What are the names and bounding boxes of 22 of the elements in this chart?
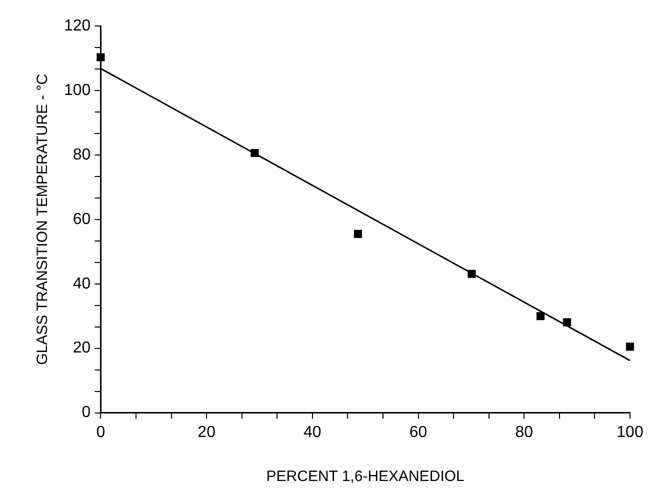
y-tick-label: 40 — [72, 275, 91, 292]
point — [96, 53, 105, 62]
y-tick-label: 120 — [64, 17, 91, 34]
x-tick-label: 80 — [515, 424, 534, 441]
point — [468, 270, 476, 278]
point — [626, 342, 634, 351]
x-tick-label: 0 — [96, 424, 106, 441]
x-tick-label: 40 — [304, 424, 322, 441]
y-tick-label: 0 — [82, 404, 91, 422]
y-tick-label: 60 — [72, 210, 91, 228]
point — [562, 318, 572, 326]
y-tick-label: 80 — [72, 146, 91, 164]
x-tick-label: 20 — [198, 424, 216, 441]
point — [354, 230, 362, 238]
x-tick-label: 100 — [616, 424, 644, 441]
point — [250, 148, 259, 158]
y-tick-label: 100 — [64, 82, 91, 99]
x-axis-title: PERCENT 1,6-HEXANEDIOL — [266, 468, 464, 486]
y-axis-title: GLASS TRANSITION TEMPERATURE - °C — [34, 74, 52, 365]
x-tick-label: 60 — [409, 424, 428, 441]
point — [536, 312, 545, 320]
y-tick-label: 20 — [72, 340, 91, 357]
